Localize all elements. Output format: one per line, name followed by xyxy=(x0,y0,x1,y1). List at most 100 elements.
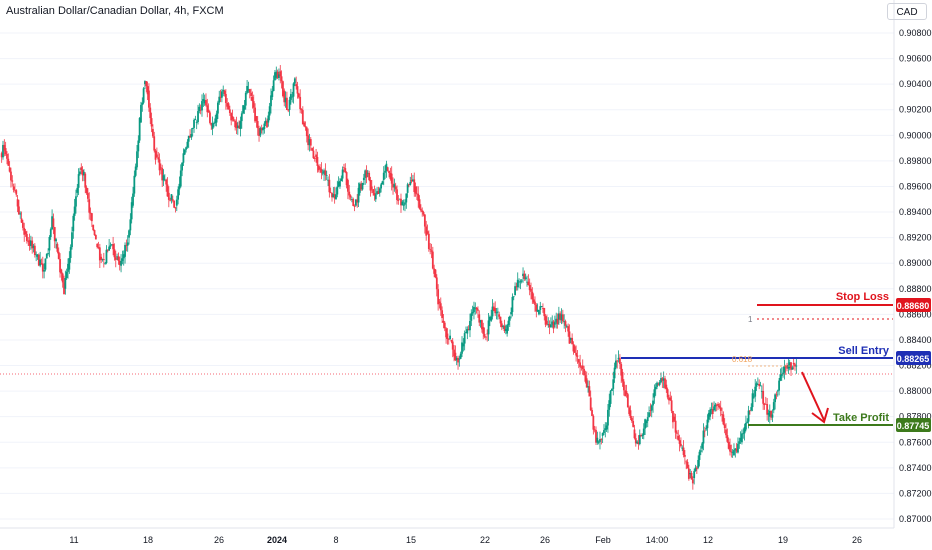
candle-body xyxy=(315,154,317,157)
candle-body xyxy=(144,81,146,85)
stop-loss-price-badge: 0.88680 xyxy=(896,298,931,312)
candle-body xyxy=(455,357,458,361)
candle-body xyxy=(642,428,645,436)
candle-body xyxy=(621,371,624,382)
candle-body xyxy=(380,184,382,189)
candle-body xyxy=(450,339,453,342)
candle-body xyxy=(222,89,225,92)
candle-body xyxy=(522,273,524,276)
candle-body xyxy=(52,218,55,228)
candle-body xyxy=(576,355,579,357)
candle-body xyxy=(618,357,621,365)
y-tick-label: 0.89800 xyxy=(899,156,932,166)
candle-body xyxy=(171,199,174,201)
candle-body xyxy=(278,74,280,78)
candle-body xyxy=(506,325,509,334)
candle-body xyxy=(482,327,485,334)
candle-body xyxy=(72,215,75,232)
candle-body xyxy=(693,471,696,479)
candle-body xyxy=(795,365,798,367)
candle-body xyxy=(788,362,791,369)
candle-body xyxy=(224,93,227,103)
candle-body xyxy=(686,461,689,469)
candle-body xyxy=(530,288,532,292)
x-tick-label: 12 xyxy=(703,535,713,545)
candle-body xyxy=(433,268,436,274)
candle-body xyxy=(14,189,16,191)
candle-body xyxy=(385,163,388,171)
candle-body xyxy=(293,78,296,84)
candle-body xyxy=(427,233,430,249)
candle-body xyxy=(128,230,130,238)
candle-body xyxy=(528,285,531,291)
candle-body xyxy=(630,417,633,422)
candle-body xyxy=(633,429,636,439)
candle-body xyxy=(760,390,763,392)
candle-body xyxy=(288,99,291,110)
candle-body xyxy=(605,425,608,430)
candle-body xyxy=(683,454,686,457)
candle-body xyxy=(591,409,593,416)
candle-body xyxy=(615,360,617,368)
candle-body xyxy=(718,405,721,408)
candle-body xyxy=(774,394,777,403)
candle-body xyxy=(218,96,221,103)
candle-body xyxy=(92,224,95,231)
fib-618-label: 0.618 xyxy=(732,355,753,364)
candle-body xyxy=(182,153,185,163)
candle-body xyxy=(262,127,264,131)
candle-body xyxy=(153,136,156,151)
candle-body xyxy=(408,184,410,186)
candle-body xyxy=(389,173,392,180)
candle-body xyxy=(205,100,207,106)
currency-selector[interactable]: CAD xyxy=(887,3,927,20)
price-axis[interactable]: 0.87000 0.87200 0.87400 0.87600 0.87800 0.880… xyxy=(899,28,932,524)
candle-body xyxy=(340,178,343,182)
candle-body xyxy=(548,324,551,328)
candle-body xyxy=(607,409,609,426)
candle-body xyxy=(492,306,495,311)
candle-body xyxy=(239,121,242,129)
candle-body xyxy=(317,165,320,171)
candle-body xyxy=(564,321,567,326)
candle-body xyxy=(759,385,762,387)
candle-body xyxy=(191,127,194,129)
candle-body xyxy=(209,112,211,123)
candle-body xyxy=(227,103,230,110)
candle-body xyxy=(259,128,262,136)
candle-body xyxy=(190,134,193,138)
candle-body xyxy=(271,90,274,97)
candle-body xyxy=(756,383,759,385)
candle-body xyxy=(90,213,93,222)
candle-body xyxy=(36,254,39,257)
candle-body xyxy=(12,186,15,190)
candle-body xyxy=(743,427,746,434)
candle-body xyxy=(654,386,657,390)
candle-body xyxy=(680,443,682,447)
candle-body xyxy=(508,316,511,321)
candle-body xyxy=(520,280,523,282)
candle-body xyxy=(365,170,368,178)
candle-body xyxy=(767,413,770,415)
candle-body xyxy=(719,407,722,411)
candle-body xyxy=(466,329,469,334)
candle-body xyxy=(251,96,254,102)
candle-body xyxy=(167,192,170,200)
candle-body xyxy=(159,167,162,169)
fib-1-label: 1 xyxy=(748,315,753,324)
candle-body xyxy=(547,324,550,325)
candle-body xyxy=(343,167,345,169)
sell-entry-label: Sell Entry xyxy=(838,345,890,357)
candle-body xyxy=(104,262,107,264)
candle-body xyxy=(568,331,571,344)
candle-body xyxy=(592,415,595,430)
candle-body xyxy=(664,378,666,388)
candle-body xyxy=(632,421,635,427)
candle-body xyxy=(323,170,325,174)
candle-body xyxy=(523,273,526,279)
chart-title: Australian Dollar/Canadian Dollar, 4h, F… xyxy=(6,5,224,17)
time-axis[interactable]: 11 18 26 2024 8 15 22 26 Feb 14:00 12 19 26 xyxy=(69,535,862,545)
candle-body xyxy=(697,459,700,468)
candle-body xyxy=(538,309,540,315)
